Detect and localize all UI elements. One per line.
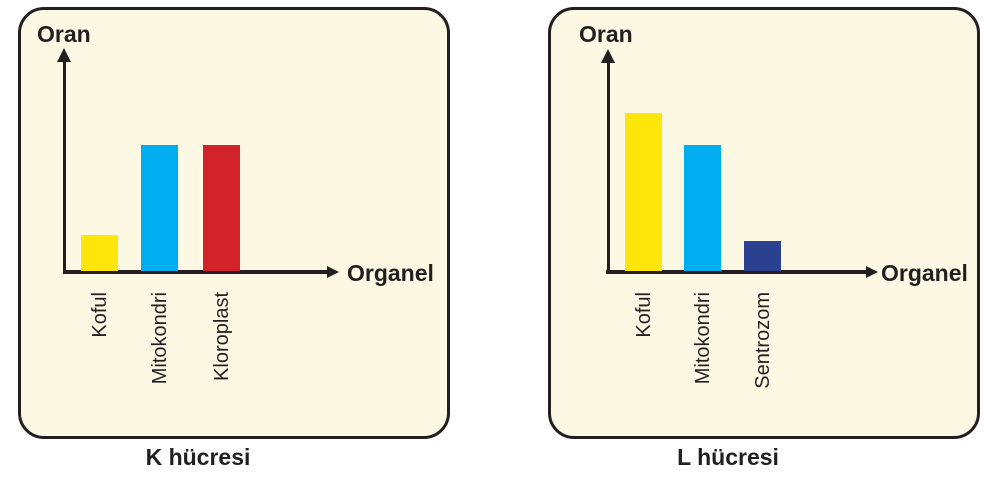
x-axis-label: Organel (347, 260, 434, 286)
x-axis-line (606, 270, 868, 274)
bar-koful (81, 235, 118, 271)
chart-panel-k: Oran Organel Koful Mitokondri Kloroplast (18, 7, 450, 439)
chart-caption-l: L hücresi (677, 444, 779, 470)
category-label: Mitokondri (692, 292, 714, 385)
chart-panel-l: Oran Organel Koful Mitokondri Sentrozom (548, 7, 980, 439)
chart-caption-k: K hücresi (145, 444, 251, 470)
bar-koful (625, 113, 662, 271)
x-axis-arrow-right-icon (327, 266, 339, 278)
y-axis-label: Oran (579, 21, 633, 47)
y-axis-label: Oran (37, 21, 91, 47)
x-axis-label: Organel (881, 260, 968, 286)
x-axis-arrow-right-icon (866, 266, 878, 278)
category-label: Kloroplast (211, 292, 233, 381)
category-label: Mitokondri (149, 292, 171, 385)
y-axis-line (63, 60, 66, 272)
y-axis-arrow-up-icon (57, 48, 71, 62)
category-label: Sentrozom (752, 292, 774, 389)
bar-mitokondri (141, 145, 178, 271)
y-axis-arrow-up-icon (601, 49, 615, 63)
x-axis-line (63, 270, 329, 274)
category-label: Koful (89, 292, 111, 338)
bar-kloroplast (203, 145, 240, 271)
bar-sentrozom (744, 241, 781, 271)
category-label: Koful (633, 292, 655, 338)
y-axis-line (607, 61, 610, 272)
bar-mitokondri (684, 145, 721, 271)
